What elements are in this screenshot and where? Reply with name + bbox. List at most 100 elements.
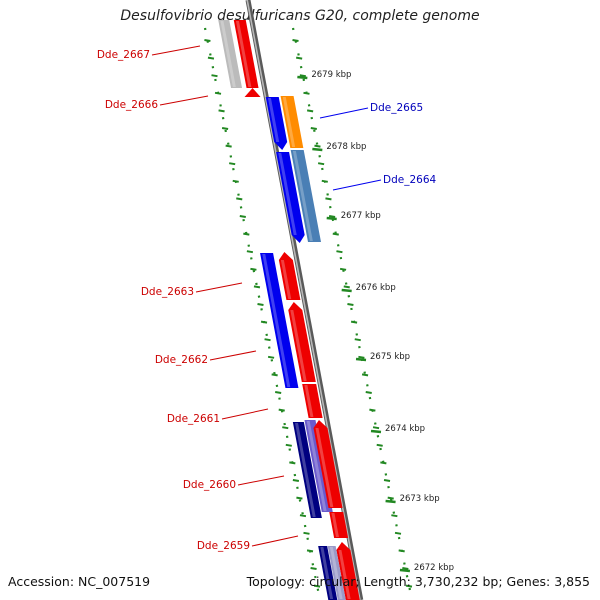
gene-dde-2664-blue [276,152,305,243]
ruler-tick [289,461,296,465]
label-line-dde_2661 [221,408,269,420]
map-title: Desulfovibrio desulfuricans G20, complet… [120,8,480,24]
gene-dde-2658-gray-shade [329,547,343,599]
gene-dde-2663-blue [260,253,299,388]
ruler-major-tick [326,216,337,221]
ruler-tick [267,355,275,359]
gene-dde-2659-red [329,512,349,538]
ruler-label-2673-kbp: 2673 kbp [400,494,440,504]
ruler-tick [229,162,236,166]
gene-features [218,20,360,600]
gene-label-dde_2662: Dde_2662 [155,354,208,366]
ruler-label-2676-kbp: 2676 kbp [356,283,396,293]
gene-dde-2662-red [288,302,316,382]
ruler-tick [328,215,336,218]
gene-dde-2658-navy-shade [320,547,334,599]
label-line-dde_2660 [237,475,285,486]
ruler-label-2674-kbp: 2674 kbp [385,424,425,434]
gene-dde-2658-red-shade [338,550,351,599]
ruler-tick [236,197,243,201]
ruler-label-2677-kbp: 2677 kbp [341,211,381,221]
ruler-tick [358,355,365,359]
gene-dde-2661-red-shade [304,385,314,417]
gene-label-dde_2663: Dde_2663 [141,286,194,298]
gene-dde-2662-red-shade [290,310,307,381]
ruler-label-2675-kbp: 2675 kbp [370,352,410,362]
ruler-tick [383,479,391,482]
gene-dde-2665-blue [265,97,288,150]
ruler-tick [296,496,303,500]
ruler-tick [295,56,303,60]
gene-label-dde_2667: Dde_2667 [97,49,150,61]
gene-dde-2663-red [278,252,301,300]
ruler-tick [332,232,339,236]
ruler-label-2678-kbp: 2678 kbp [326,142,366,152]
ruler-tick [339,267,347,271]
gene-dde-2658-red [336,542,360,600]
label-line-dde_2665 [319,107,369,119]
ruler-major-tick [399,568,411,573]
ruler-tick [369,408,376,412]
ruler-tick [380,461,387,465]
ruler-tick [207,56,215,60]
ruler-labels: 2679 kbp 2678 kbp 2677 kbp 2676 kbp 2675 kbp… [311,70,454,573]
ruler-tick [282,426,289,430]
gene-dde-2663-red-shade [280,260,292,299]
ruler-tick [303,91,310,95]
ruler-tick [402,567,409,570]
ruler-tick [303,531,310,535]
gene-dde-2658-navy [318,546,338,600]
gene-dde-2666 [244,88,261,97]
ruler-major-tick [341,288,352,293]
ruler-tick [361,373,369,377]
gene-label-dde_2666: Dde_2666 [105,99,159,111]
ruler-tick [398,549,405,553]
ruler-tick [204,39,211,42]
ruler-tick [285,443,292,447]
ruler-label-2679-kbp: 2679 kbp [311,70,351,80]
gene-dde-2664-blue-shade [278,153,297,235]
gene-dde-2664-steel [290,150,321,242]
ruler-tick [250,267,257,271]
label-line-dde_2659 [251,535,299,547]
ruler-tick [225,144,232,148]
ruler-tick [211,74,218,78]
ruler-tick [292,39,299,42]
gene-dde-2667-shade [235,21,252,87]
accession-text: Accession: NC_007519 [8,574,151,589]
gene-labels: Dde_2667 Dde_2666 Dde_2665 Dde_2664 Dde_2663… [97,49,437,552]
ruler-tick [376,443,383,447]
ruler-tick [343,285,350,289]
gene-dde-2665-blue-shade [267,98,280,142]
label-lines [151,45,382,547]
gene-label-dde_2661: Dde_2661 [167,413,220,425]
ruler-tick [372,426,380,430]
gene-label-dde_2665: Dde_2665 [370,102,423,114]
label-line-dde_2664 [332,179,382,191]
ruler-tick [275,391,282,394]
gene-dde-2658-gray [327,546,346,600]
gene-dde-2665-orange-shade [282,97,296,147]
ruler-tick [306,549,314,553]
ruler-tick [347,303,354,306]
ruler-tick [239,215,246,218]
ruler-major-tick [355,357,367,362]
gene-dde-2660-red-shade [315,428,334,507]
ruler-ticks [204,39,413,588]
topology-text: Topology: circular; Length: 3,730,232 bp… [246,574,590,589]
ruler-tick [221,127,229,130]
backbone-highlight [246,0,361,600]
ruler-tick [246,250,254,254]
gene-dde-2667 [233,20,259,88]
label-line-dde_2666 [159,95,209,106]
ruler-tick [310,127,317,130]
ruler-tick [321,179,328,183]
ruler-tick [325,197,332,201]
gene-gray-2667 [218,20,243,88]
label-line-dde_2663 [195,282,243,293]
gene-label-dde_2659: Dde_2659 [197,540,250,552]
ruler-major-tick [370,429,382,434]
ruler-major-tick [312,147,323,152]
ruler-tick [243,232,250,236]
